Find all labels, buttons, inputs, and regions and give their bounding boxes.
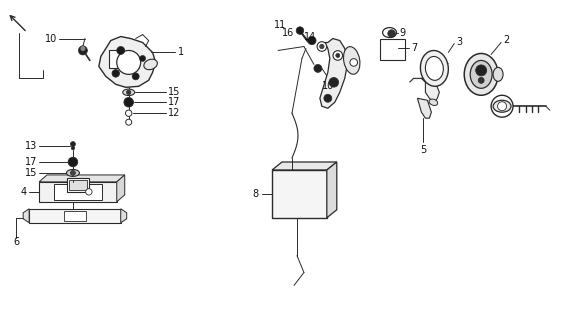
Circle shape: [333, 51, 343, 60]
Bar: [29, 209, 121, 223]
Bar: [54, 184, 102, 200]
Circle shape: [124, 98, 133, 107]
Bar: [379, 38, 404, 60]
Polygon shape: [23, 209, 29, 223]
Circle shape: [132, 73, 139, 80]
Circle shape: [68, 157, 78, 167]
Text: 17: 17: [25, 157, 37, 167]
Ellipse shape: [383, 28, 397, 37]
Polygon shape: [39, 175, 125, 182]
Text: 11: 11: [274, 20, 286, 29]
Polygon shape: [418, 98, 432, 118]
Text: 15: 15: [168, 87, 180, 97]
Ellipse shape: [493, 100, 511, 112]
Circle shape: [329, 77, 339, 87]
Ellipse shape: [425, 56, 443, 80]
Text: 10: 10: [322, 81, 334, 91]
Polygon shape: [327, 162, 337, 218]
Bar: [39, 182, 117, 202]
Text: 10: 10: [45, 34, 57, 44]
Ellipse shape: [123, 89, 135, 96]
Text: 5: 5: [420, 145, 426, 155]
Bar: [64, 211, 86, 221]
Circle shape: [476, 65, 487, 76]
Text: 17: 17: [168, 97, 180, 107]
Text: 7: 7: [411, 44, 418, 53]
Text: 3: 3: [456, 36, 462, 46]
Circle shape: [126, 119, 132, 125]
Circle shape: [336, 53, 340, 58]
Circle shape: [497, 101, 507, 111]
Ellipse shape: [144, 59, 157, 70]
Circle shape: [317, 42, 327, 51]
Circle shape: [112, 69, 119, 77]
Polygon shape: [272, 162, 337, 170]
Circle shape: [296, 27, 304, 34]
Bar: [109, 51, 119, 68]
Circle shape: [478, 77, 484, 83]
Circle shape: [388, 30, 396, 37]
Text: 8: 8: [252, 189, 258, 199]
Text: 9: 9: [400, 28, 405, 37]
Circle shape: [498, 102, 506, 111]
Text: 14: 14: [304, 32, 316, 42]
Polygon shape: [99, 36, 155, 87]
Circle shape: [71, 146, 75, 150]
Circle shape: [117, 46, 125, 54]
Circle shape: [80, 46, 86, 51]
Circle shape: [70, 141, 75, 147]
Circle shape: [70, 171, 75, 175]
Polygon shape: [121, 209, 126, 223]
Text: 12: 12: [168, 108, 180, 118]
Text: 2: 2: [503, 35, 509, 44]
Bar: [69, 180, 87, 190]
Ellipse shape: [470, 60, 492, 88]
Circle shape: [314, 64, 322, 72]
Polygon shape: [117, 175, 125, 202]
Circle shape: [126, 90, 131, 94]
Circle shape: [140, 55, 146, 61]
Ellipse shape: [420, 51, 448, 86]
Polygon shape: [320, 38, 348, 108]
Circle shape: [125, 110, 132, 116]
Circle shape: [117, 51, 141, 74]
Circle shape: [308, 36, 316, 45]
Ellipse shape: [343, 47, 360, 74]
Ellipse shape: [67, 170, 79, 176]
Bar: [272, 170, 327, 218]
Ellipse shape: [429, 99, 438, 106]
Circle shape: [320, 44, 324, 49]
Circle shape: [350, 59, 357, 66]
Circle shape: [86, 189, 92, 195]
Text: 15: 15: [25, 168, 37, 178]
Text: 13: 13: [25, 141, 37, 151]
Circle shape: [324, 94, 332, 102]
Circle shape: [491, 95, 513, 117]
Text: 4: 4: [21, 187, 27, 197]
Circle shape: [78, 46, 88, 55]
Text: 1: 1: [177, 47, 184, 58]
Text: 16: 16: [282, 28, 294, 37]
Ellipse shape: [493, 68, 503, 81]
Ellipse shape: [464, 53, 498, 95]
Polygon shape: [409, 78, 439, 102]
Bar: [67, 178, 89, 192]
Text: 6: 6: [13, 237, 19, 247]
